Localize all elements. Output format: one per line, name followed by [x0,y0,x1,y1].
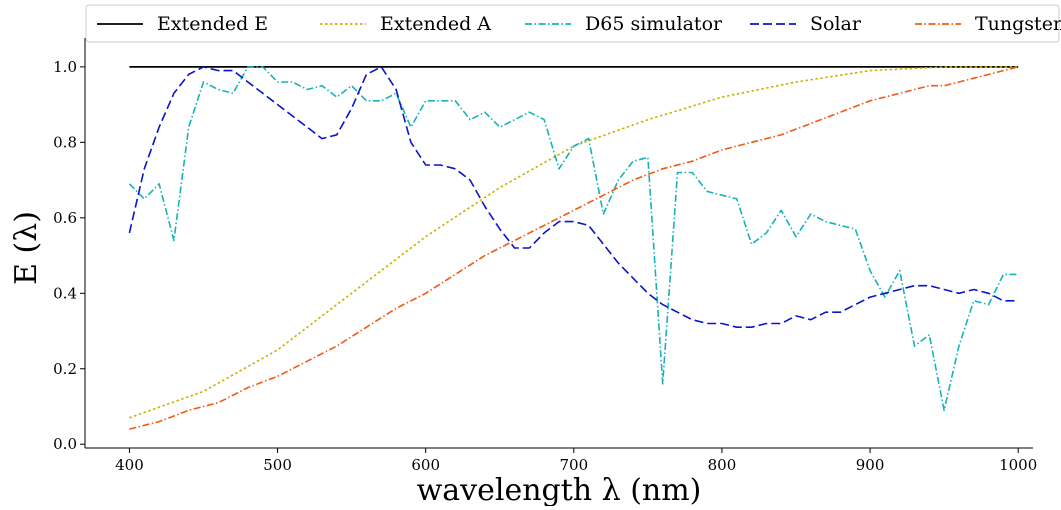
legend: Extended E Extended A D65 simulator Solar Tu… [85,4,1061,43]
series-line-d65-simulator [128,66,1019,412]
y-axis-label: E (λ) [9,211,44,285]
x-tick-label: 800 [708,456,737,474]
axes: 400 500 600 700 800 900 1000 0.0 0.2 0.4 0.6 0.8 1.0… [9,38,1037,508]
x-tick-label: 900 [856,456,885,474]
x-tick-label: 700 [559,456,588,474]
x-axis-label: wavelength λ (nm) [417,473,702,506]
y-tick-label: 0.0 [53,435,77,453]
legend-label: Solar [810,13,862,35]
x-tick-label: 500 [263,456,292,474]
y-tick-label: 0.4 [53,284,77,302]
x-tick-label: 1000 [999,456,1037,474]
legend-label: D65 simulator [585,13,723,35]
legend-frame [85,4,1060,43]
y-tick-label: 0.8 [53,133,77,151]
legend-label: Tungsten [975,13,1061,35]
series-line-tungsten [129,66,1019,430]
series-line-extended-a [129,66,1019,419]
x-tick-label: 600 [411,456,440,474]
legend-label: Extended E [157,13,268,35]
y-tick-label: 0.2 [53,360,77,378]
series-line-solar [128,66,1019,329]
legend-label: Extended A [380,13,491,35]
plot-area [128,66,1019,430]
y-tick-label: 1.0 [53,58,77,76]
x-tick-label: 400 [115,456,144,474]
y-tick-label: 0.6 [53,209,77,227]
